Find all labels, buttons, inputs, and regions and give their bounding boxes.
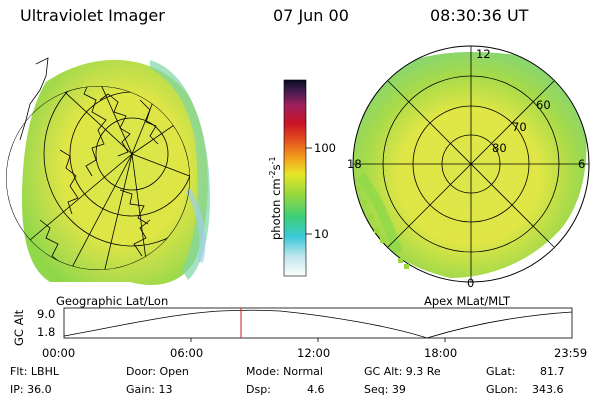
- status-gain: Gain: 13: [126, 383, 173, 396]
- timeline-xtick-0000: 00:00: [42, 346, 76, 360]
- status-mode: Mode: Normal: [246, 365, 323, 378]
- coastline-map: [6, 86, 190, 270]
- patchy-aurora-dots: [357, 186, 409, 269]
- image-time: 08:30:36 UT: [430, 6, 529, 25]
- timeline-xtick-0600: 06:00: [170, 346, 204, 360]
- mlat-label-60: 60: [536, 98, 551, 112]
- left-panel-label: Geographic Lat/Lon: [56, 294, 169, 308]
- timeline-xtick-1200: 12:00: [297, 346, 331, 360]
- timeline-ytick-max: 9.0: [37, 307, 56, 321]
- status-ip: IP: 36.0: [10, 383, 52, 396]
- right-panel-label: Apex MLat/MLT: [424, 294, 511, 308]
- status-dsp-value: 4.6: [307, 383, 325, 396]
- mlt-label-6: 6: [578, 157, 586, 171]
- timeline-ticks: [190, 338, 446, 342]
- mlat-label-80: 80: [492, 141, 507, 155]
- status-door: Door: Open: [126, 365, 189, 378]
- status-seq: Seq: 39: [364, 383, 406, 396]
- status-glon-value: 343.6: [532, 383, 564, 396]
- timeline-xtick-1800: 18:00: [424, 346, 458, 360]
- aurora-oval-right: [353, 52, 587, 278]
- mlt-label-18: 18: [347, 157, 362, 171]
- status-filter: Flt: LBHL: [10, 365, 59, 378]
- status-glon-label: GLon:: [486, 383, 518, 396]
- polar-grid: [352, 45, 590, 283]
- status-glat-value: 81.7: [540, 365, 565, 378]
- status-dsp-label: Dsp:: [246, 383, 271, 396]
- timeline-frame: [63, 307, 573, 339]
- mlt-label-0: 0: [467, 276, 475, 290]
- altitude-curve: [63, 309, 573, 339]
- image-date: 07 Jun 00: [273, 6, 349, 25]
- mlt-label-12: 12: [476, 47, 491, 61]
- colorbar-tick-10: 10: [314, 227, 329, 241]
- aurora-glow-left: [22, 59, 210, 285]
- colorbar-tick-100: 100: [314, 141, 336, 155]
- status-gc-alt: GC Alt: 9.3 Re: [364, 365, 441, 378]
- mlat-label-70: 70: [512, 120, 527, 134]
- status-glat-label: GLat:: [486, 365, 516, 378]
- coastline-outline: [19, 57, 49, 141]
- timeline-xtick-2359: 23:59: [554, 346, 588, 360]
- timeline-ytick-min: 1.8: [37, 325, 56, 339]
- app-title: Ultraviolet Imager: [20, 6, 165, 25]
